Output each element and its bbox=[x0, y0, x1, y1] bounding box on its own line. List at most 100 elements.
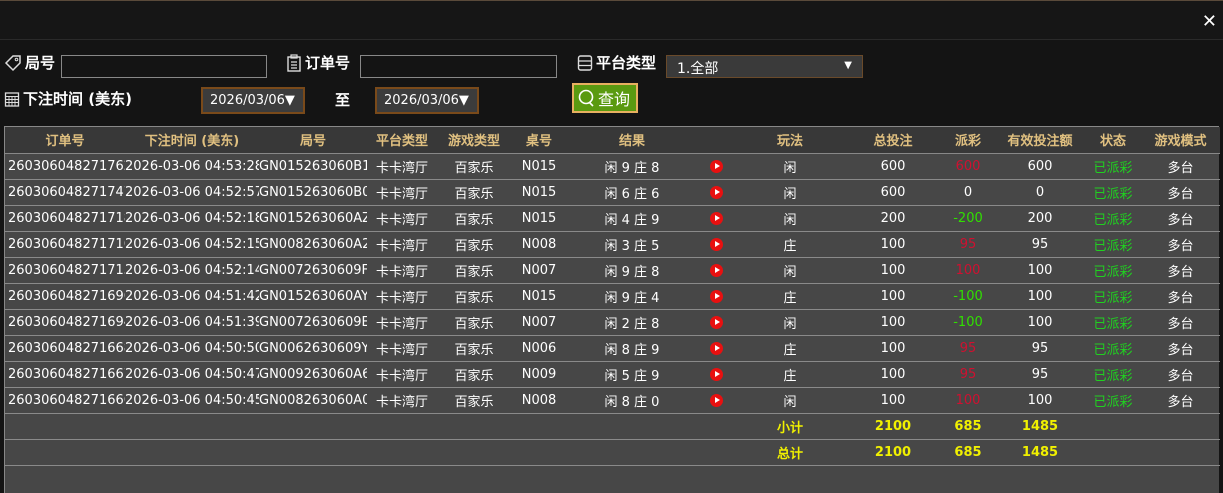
platform-cell: 卡卡湾厅 bbox=[367, 283, 437, 310]
column-header: 桌号 bbox=[511, 127, 567, 154]
status-cell: 已派彩 bbox=[1085, 387, 1141, 414]
round-no-cell: GN008263060A0 bbox=[259, 387, 367, 414]
table-no-cell: N008 bbox=[511, 231, 567, 258]
bet-time-cell: 2026-03-06 04:53:28 bbox=[125, 153, 259, 180]
bet-time-cell: 2026-03-06 04:52:14 bbox=[125, 257, 259, 284]
game-mode-cell: 多台 bbox=[1141, 153, 1220, 180]
platform-cell: 卡卡湾厅 bbox=[367, 257, 437, 284]
status-cell: 已派彩 bbox=[1085, 257, 1141, 284]
total-bet-cell: 100 bbox=[845, 257, 941, 284]
empty-cell bbox=[1085, 439, 1220, 466]
table-row[interactable]: 260306048271696 2026-03-06 04:51:42 GN0152… bbox=[5, 283, 1220, 310]
game-mode-cell: 多台 bbox=[1141, 309, 1220, 336]
bet-time-cell: 2026-03-06 04:52:57 bbox=[125, 179, 259, 206]
status-cell: 已派彩 bbox=[1085, 361, 1141, 388]
payout-cell: 95 bbox=[941, 335, 995, 362]
platform-cell: 卡卡湾厅 bbox=[367, 387, 437, 414]
round-no-cell: GN0072630609F bbox=[259, 257, 367, 284]
table-no-cell: N007 bbox=[511, 309, 567, 336]
bet-time-cell: 2026-03-06 04:51:39 bbox=[125, 309, 259, 336]
round-label: 局号 bbox=[4, 52, 55, 73]
column-header: 订单号 bbox=[5, 127, 125, 154]
table-row[interactable]: 260306048271762 2026-03-06 04:53:28 GN0152… bbox=[5, 153, 1220, 180]
date-from-picker[interactable]: 2026/03/06▼ bbox=[201, 87, 305, 114]
order-no-cell: 260306048271668 bbox=[5, 335, 125, 362]
payout-cell: -100 bbox=[941, 283, 995, 310]
total-total-bet: 2100 bbox=[845, 439, 941, 466]
total-bet-cell: 200 bbox=[845, 205, 941, 232]
result-cell: 闲 6 庄 6 bbox=[567, 179, 697, 206]
total-bet-cell: 600 bbox=[845, 179, 941, 206]
payout-cell: -100 bbox=[941, 309, 995, 336]
table-row[interactable]: 260306048271668 2026-03-06 04:50:50 GN0062… bbox=[5, 335, 1220, 362]
valid-bet-cell: 600 bbox=[995, 153, 1085, 180]
table-row[interactable]: 260306048271694 2026-03-06 04:51:39 GN0072… bbox=[5, 309, 1220, 336]
replay-cell bbox=[697, 361, 735, 388]
bet-time-cell: 2026-03-06 04:50:47 bbox=[125, 361, 259, 388]
round-input[interactable] bbox=[61, 55, 267, 78]
play-video-icon[interactable] bbox=[709, 263, 723, 277]
bet-time-cell: 2026-03-06 04:52:18 bbox=[125, 205, 259, 232]
payout-cell: 600 bbox=[941, 153, 995, 180]
platform-cell: 卡卡湾厅 bbox=[367, 335, 437, 362]
table-row[interactable]: 260306048271666 2026-03-06 04:50:45 GN0082… bbox=[5, 387, 1220, 414]
platform-cell: 卡卡湾厅 bbox=[367, 205, 437, 232]
table-header: 订单号 下注时间 (美东) 局号 平台类型 游戏类型 桌号 结果 玩法 总投注 派彩 有效投注额 状态… bbox=[5, 127, 1220, 154]
table-row[interactable]: 260306048271747 2026-03-06 04:52:57 GN0152… bbox=[5, 179, 1220, 206]
column-header: 游戏类型 bbox=[437, 127, 511, 154]
play-video-icon[interactable] bbox=[709, 211, 723, 225]
play-video-icon[interactable] bbox=[709, 185, 723, 199]
column-header: 平台类型 bbox=[367, 127, 437, 154]
close-icon[interactable]: ✕ bbox=[1201, 11, 1217, 32]
play-video-icon[interactable] bbox=[709, 289, 723, 303]
column-header: 有效投注额 bbox=[995, 127, 1085, 154]
total-bet-cell: 100 bbox=[845, 309, 941, 336]
platform-cell: 卡卡湾厅 bbox=[367, 153, 437, 180]
game-type-cell: 百家乐 bbox=[437, 179, 511, 206]
order-input[interactable] bbox=[360, 55, 557, 78]
bet-time-cell: 2026-03-06 04:50:45 bbox=[125, 387, 259, 414]
platform-select[interactable]: 1.全部 ▼ bbox=[666, 55, 863, 78]
round-no-cell: GN0072630609E bbox=[259, 309, 367, 336]
payout-cell: 0 bbox=[941, 179, 995, 206]
order-label: 订单号 bbox=[286, 52, 350, 73]
title-bar: ✕ bbox=[0, 0, 1223, 40]
play-video-icon[interactable] bbox=[709, 315, 723, 329]
table-no-cell: N015 bbox=[511, 283, 567, 310]
table-row[interactable]: 260306048271715 2026-03-06 04:52:14 GN0072… bbox=[5, 257, 1220, 284]
play-video-icon[interactable] bbox=[709, 237, 723, 251]
result-cell: 闲 3 庄 5 bbox=[567, 231, 697, 258]
valid-bet-cell: 100 bbox=[995, 309, 1085, 336]
result-cell: 闲 5 庄 9 bbox=[567, 361, 697, 388]
result-cell: 闲 9 庄 4 bbox=[567, 283, 697, 310]
play-video-icon[interactable] bbox=[709, 367, 723, 381]
order-no-cell: 260306048271718 bbox=[5, 205, 125, 232]
bet-time-cell: 2026-03-06 04:52:15 bbox=[125, 231, 259, 258]
table-row[interactable]: 260306048271716 2026-03-06 04:52:15 GN0082… bbox=[5, 231, 1220, 258]
valid-bet-cell: 95 bbox=[995, 231, 1085, 258]
play-type-cell: 闲 bbox=[735, 179, 845, 206]
play-type-cell: 庄 bbox=[735, 335, 845, 362]
status-cell: 已派彩 bbox=[1085, 283, 1141, 310]
play-video-icon[interactable] bbox=[709, 393, 723, 407]
play-type-cell: 闲 bbox=[735, 257, 845, 284]
table-row[interactable]: 260306048271718 2026-03-06 04:52:18 GN0152… bbox=[5, 205, 1220, 232]
bet-records-table: 订单号 下注时间 (美东) 局号 平台类型 游戏类型 桌号 结果 玩法 总投注 派彩 有效投注额 状态… bbox=[4, 126, 1220, 493]
valid-bet-cell: 100 bbox=[995, 387, 1085, 414]
platform-label: 平台类型 bbox=[577, 52, 656, 73]
total-bet-cell: 600 bbox=[845, 153, 941, 180]
date-to-picker[interactable]: 2026/03/06▼ bbox=[375, 87, 479, 114]
search-icon bbox=[578, 89, 594, 107]
result-cell: 闲 9 庄 8 bbox=[567, 153, 697, 180]
game-type-cell: 百家乐 bbox=[437, 387, 511, 414]
status-cell: 已派彩 bbox=[1085, 205, 1141, 232]
table-row[interactable]: 260306048271667 2026-03-06 04:50:47 GN0092… bbox=[5, 361, 1220, 388]
total-bet-cell: 100 bbox=[845, 335, 941, 362]
game-mode-cell: 多台 bbox=[1141, 179, 1220, 206]
column-header: 下注时间 (美东) bbox=[125, 127, 259, 154]
play-video-icon[interactable] bbox=[709, 159, 723, 173]
round-no-cell: GN009263060A6 bbox=[259, 361, 367, 388]
game-mode-cell: 多台 bbox=[1141, 283, 1220, 310]
query-button[interactable]: 查询 bbox=[572, 83, 638, 113]
play-video-icon[interactable] bbox=[709, 341, 723, 355]
